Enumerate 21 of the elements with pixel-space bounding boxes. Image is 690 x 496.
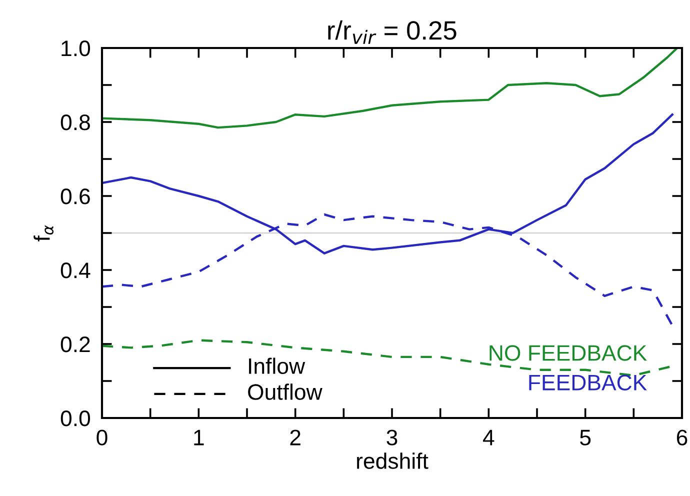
y-tick-label: 0.2 xyxy=(60,336,90,352)
chart-title: r/r$_{vir}$ = 0.25 xyxy=(328,20,456,44)
x-axis-title: redshift xyxy=(357,452,428,469)
annotation: FEEDBACK xyxy=(529,374,647,390)
y-tick-label: 1.0 xyxy=(62,40,90,56)
x-tick-label: 1 xyxy=(194,430,204,446)
y-tick-label: 0.6 xyxy=(60,188,90,204)
x-tick-label: 5 xyxy=(580,430,591,446)
y-axis-title: f$_{α}$ xyxy=(34,225,54,242)
annotation: NO FEEDBACK xyxy=(490,345,647,361)
annotation: Outflow xyxy=(248,384,322,400)
x-tick-label: 2 xyxy=(290,430,300,446)
x-tick-label: 4 xyxy=(483,430,494,446)
x-tick-label: 0 xyxy=(96,430,108,446)
y-tick-label: 0.8 xyxy=(60,114,90,130)
y-tick-label: 0.4 xyxy=(60,262,90,278)
y-tick-label: 0.0 xyxy=(60,410,90,426)
line-series xyxy=(102,48,678,129)
x-tick-label: 6 xyxy=(676,430,688,446)
x-tick-label: 3 xyxy=(386,430,398,446)
annotation: Inflow xyxy=(249,358,306,374)
